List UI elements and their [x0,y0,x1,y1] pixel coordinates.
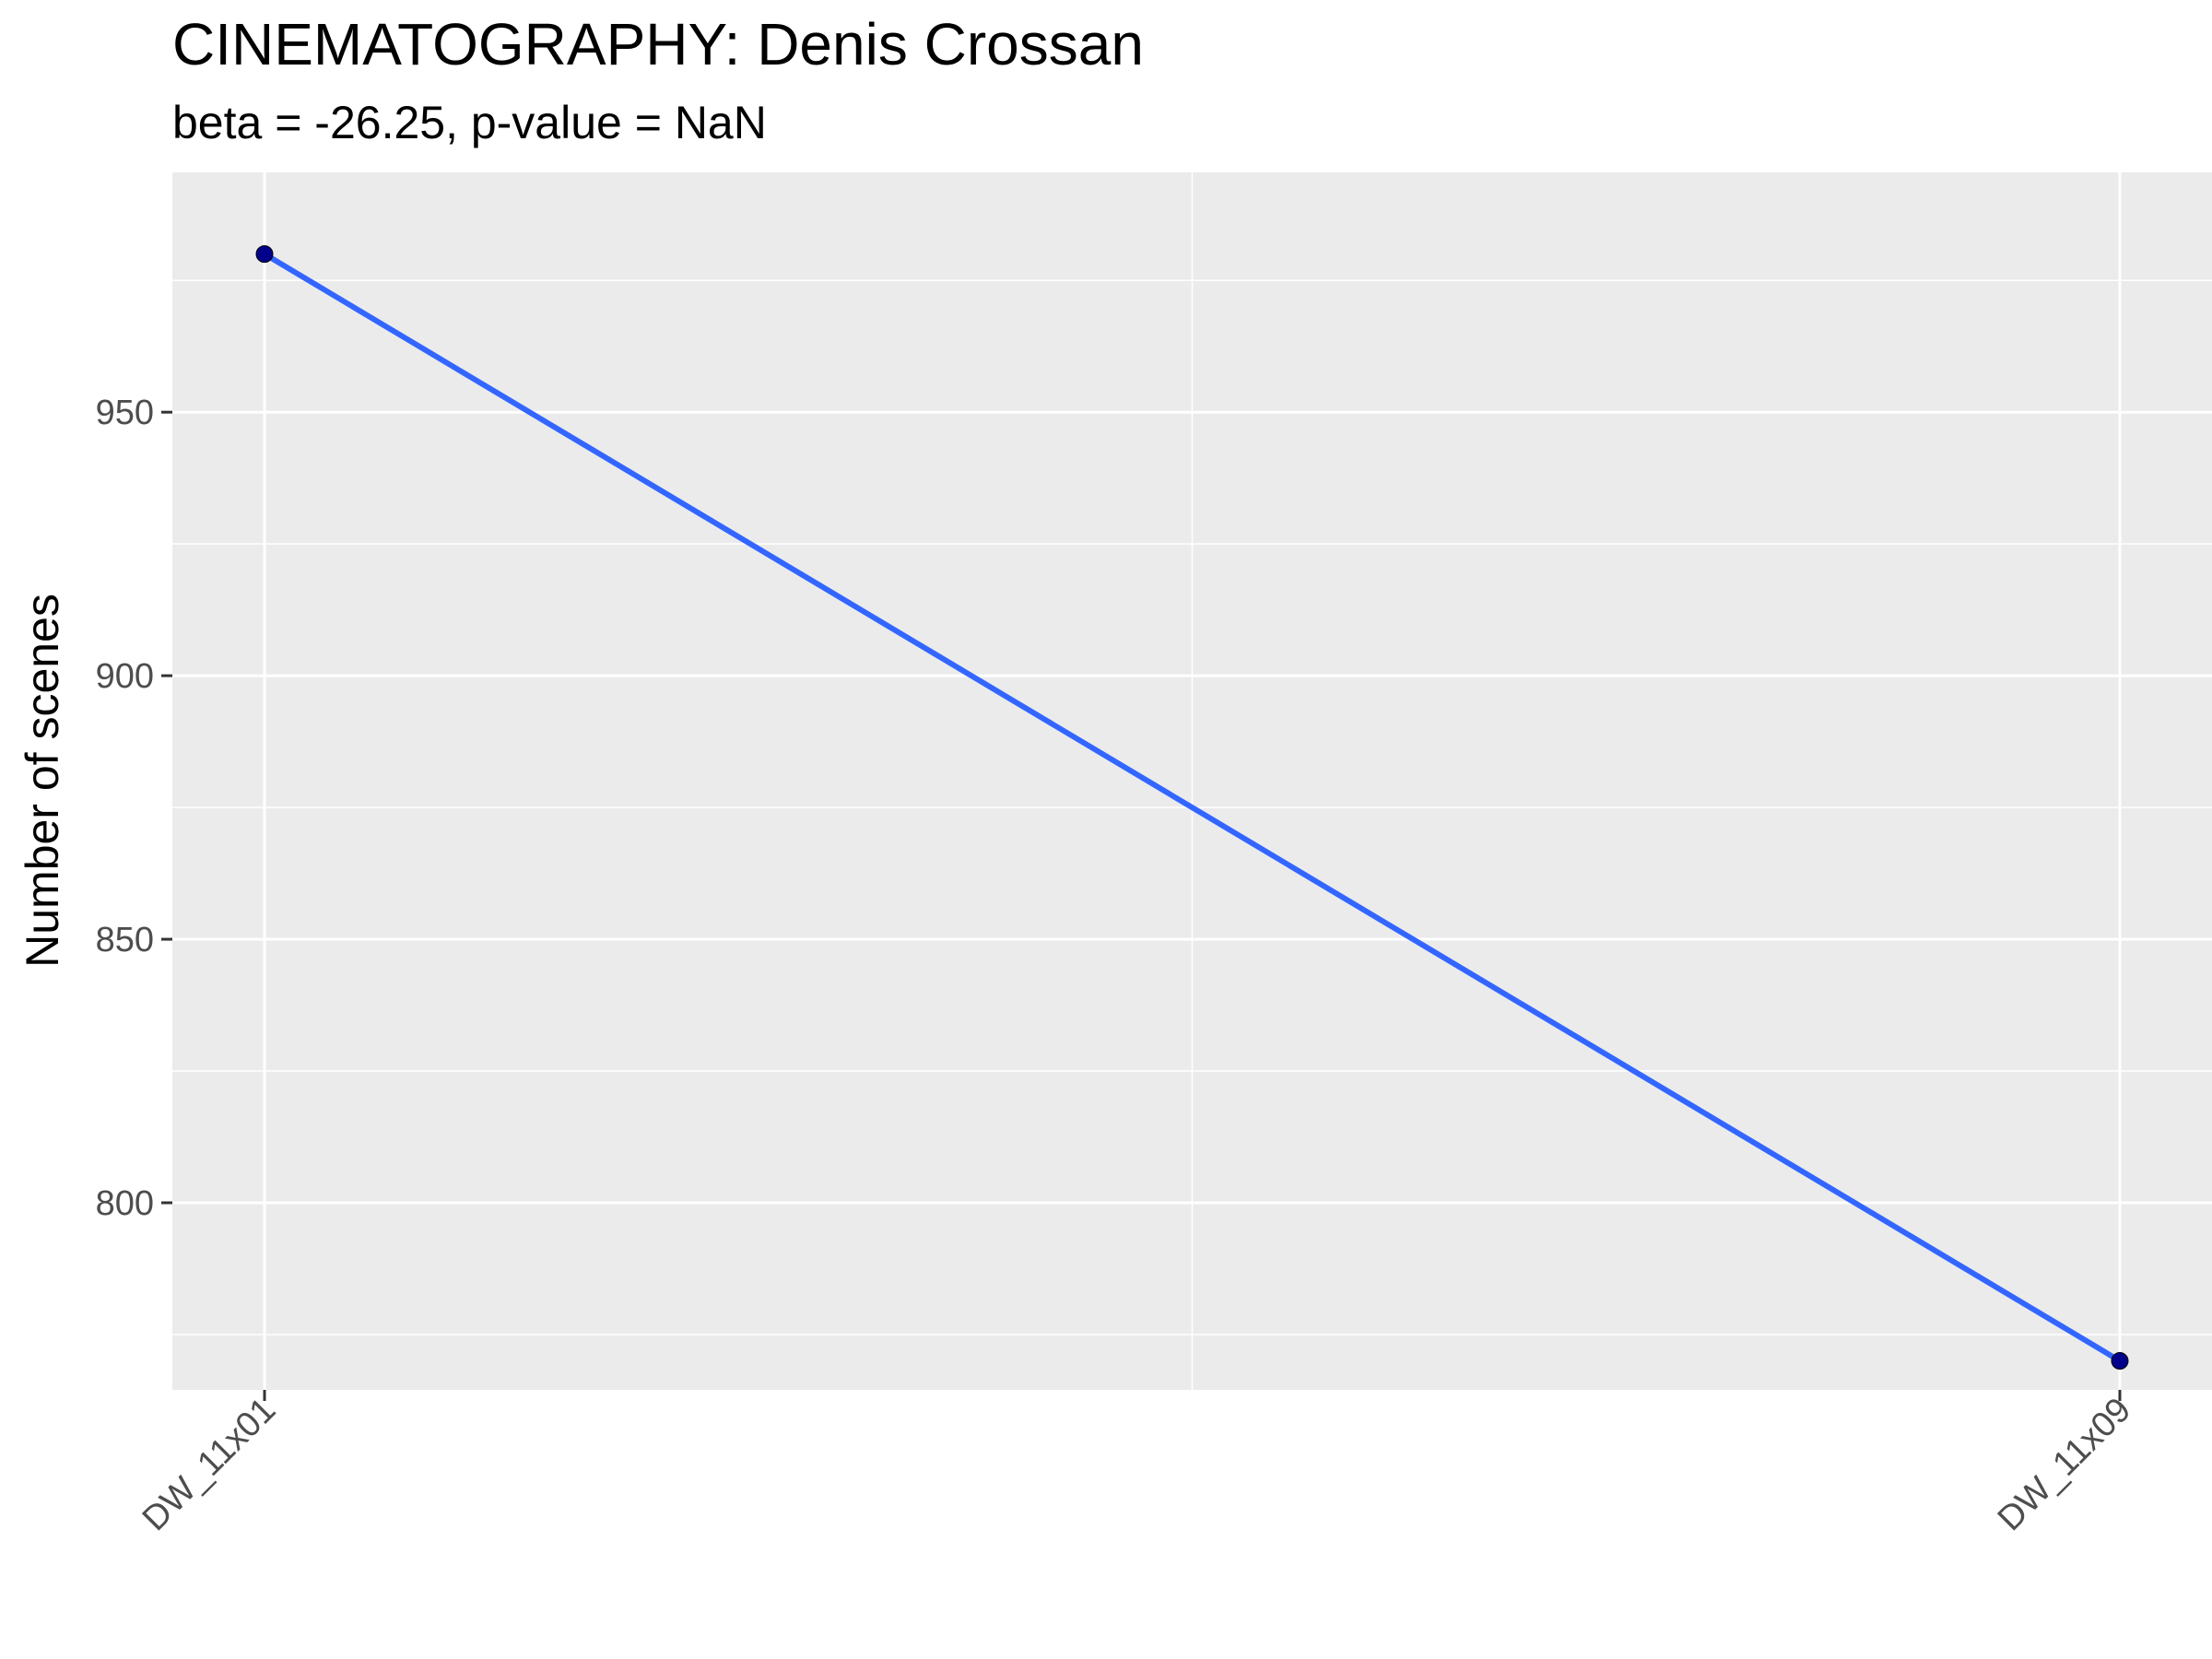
y-axis-ticks: 800 850 900 950 [96,394,172,1223]
y-axis-title: Number of scenes [17,594,68,968]
data-point [255,245,274,264]
x-axis-ticks: DW_11x01 DW_11x09 [135,1390,2139,1539]
series-points-group [255,245,2129,1371]
major-gridlines [172,172,2212,1390]
data-point [2111,1352,2129,1371]
chart-title: CINEMATOGRAPHY: Denis Crossan [172,11,1144,77]
chart-subtitle: beta = -26.25, p-value = NaN [172,97,767,148]
x-tick-label: DW_11x09 [1991,1391,2139,1539]
series-line [263,252,2122,1364]
series-line-group [263,252,2122,1364]
y-tick-label: 850 [96,921,154,959]
y-tick-label: 900 [96,657,154,696]
y-tick-label: 950 [96,394,154,432]
y-tick-label: 800 [96,1184,154,1223]
x-tick-label: DW_11x01 [135,1391,284,1539]
